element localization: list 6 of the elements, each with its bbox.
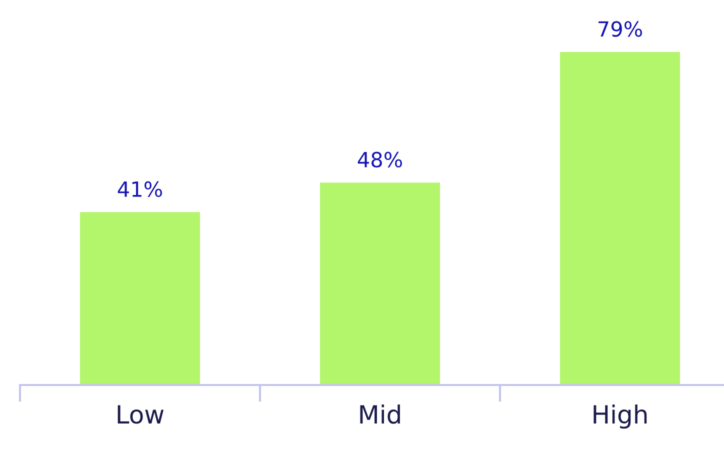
x-tick-label: Mid xyxy=(360,404,400,424)
x-tick-label: Low xyxy=(118,405,164,424)
x-tick-label: High xyxy=(594,404,647,429)
data-label: 79% xyxy=(598,21,642,37)
data-label: 48% xyxy=(358,152,402,168)
data-label: 41% xyxy=(118,181,162,198)
